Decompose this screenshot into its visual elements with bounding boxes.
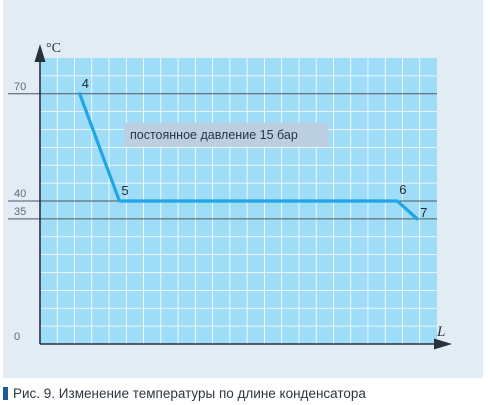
point-label: 7	[420, 205, 427, 220]
y-tick-label: 35	[14, 206, 26, 218]
y-axis-arrow-icon	[34, 44, 46, 62]
caption-marker	[3, 386, 8, 400]
annotation: постоянное давление 15 бар	[124, 123, 328, 147]
x-axis-arrow-icon	[434, 338, 452, 350]
y-axis	[34, 44, 46, 344]
x-axis	[40, 338, 452, 350]
annotation-box	[124, 123, 328, 147]
point-label: 4	[82, 76, 89, 91]
point-label: 5	[121, 183, 128, 198]
y-tick-labels: 0 35 40 70	[14, 81, 26, 343]
point-label: 6	[399, 182, 406, 197]
y-tick-label: 70	[14, 81, 26, 93]
y-tick-label: 40	[14, 188, 26, 200]
point-labels: 4 5 67	[82, 76, 428, 220]
caption-text: Рис. 9. Изменение температуры по длине к…	[13, 385, 366, 401]
series-line	[78, 92, 419, 221]
figure-caption: Рис. 9. Изменение температуры по длине к…	[3, 383, 483, 403]
x-axis-label: L	[436, 324, 445, 340]
y-tick-label: 0	[14, 331, 20, 343]
y-axis-label: °C	[46, 41, 61, 56]
annotation-text: постоянное давление 15 бар	[130, 128, 298, 142]
